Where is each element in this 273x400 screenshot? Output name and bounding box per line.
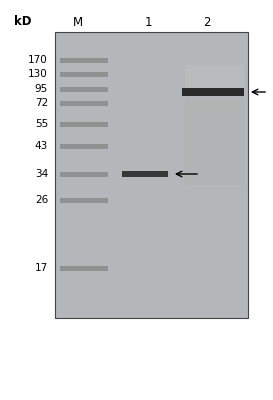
- Bar: [60, 172, 108, 176]
- Bar: [60, 122, 108, 126]
- Text: 55: 55: [35, 119, 48, 129]
- Text: M: M: [73, 16, 83, 29]
- Text: kD: kD: [14, 15, 31, 28]
- Text: 17: 17: [35, 263, 48, 273]
- Bar: [60, 86, 108, 92]
- Text: 43: 43: [35, 141, 48, 151]
- Text: 1: 1: [144, 16, 152, 29]
- Text: 72: 72: [35, 98, 48, 108]
- Text: 95: 95: [35, 84, 48, 94]
- Bar: [60, 58, 108, 62]
- Bar: [185, 100, 244, 185]
- Bar: [182, 88, 244, 96]
- Text: 130: 130: [28, 69, 48, 79]
- Text: 34: 34: [35, 169, 48, 179]
- Bar: [60, 144, 108, 148]
- Text: 26: 26: [35, 195, 48, 205]
- Bar: [60, 100, 108, 106]
- Bar: [185, 65, 244, 92]
- Bar: [55, 32, 248, 318]
- Text: 2: 2: [203, 16, 211, 29]
- Text: 170: 170: [28, 55, 48, 65]
- Bar: [122, 171, 168, 177]
- Bar: [60, 198, 108, 202]
- Bar: [60, 266, 108, 270]
- Bar: [60, 72, 108, 76]
